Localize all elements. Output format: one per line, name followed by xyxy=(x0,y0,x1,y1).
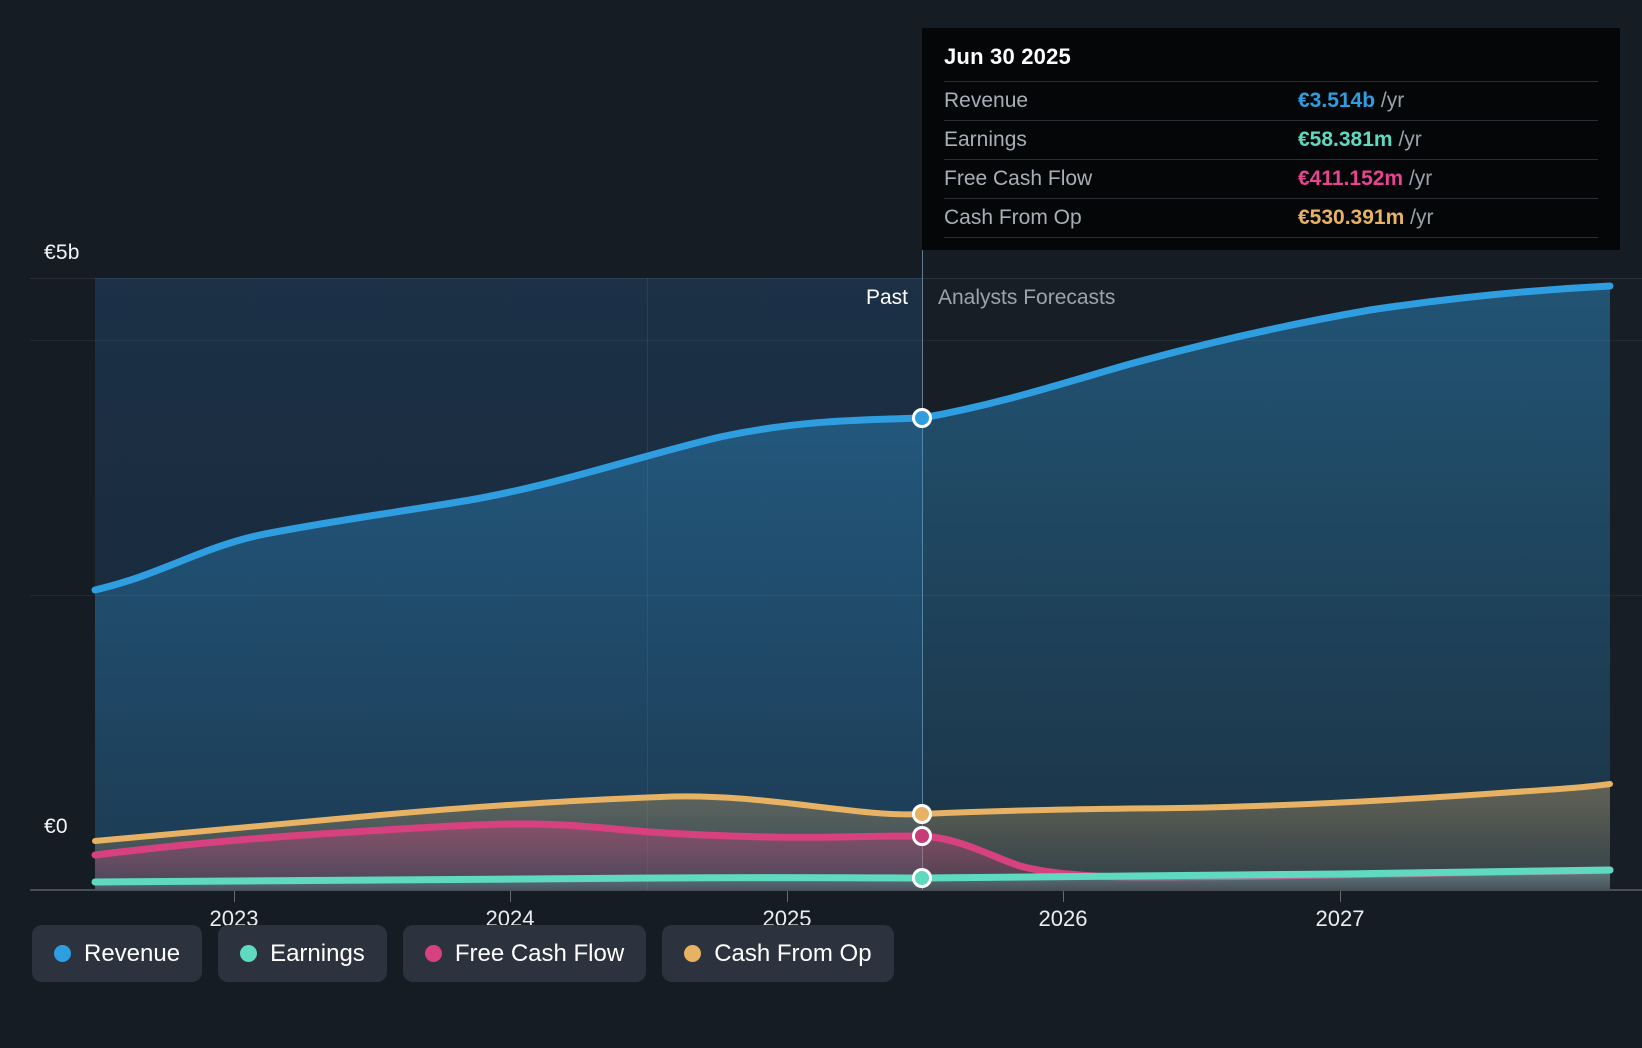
tooltip-unit-free-cash-flow: /yr xyxy=(1408,167,1433,190)
tooltip-amount-earnings: €58.381m xyxy=(1298,128,1393,151)
tooltip-date: Jun 30 2025 xyxy=(944,44,1071,69)
marker-earnings[interactable] xyxy=(912,868,932,888)
marker-free-cash-flow[interactable] xyxy=(912,826,932,846)
tooltip-label-cash-from-op: Cash From Op xyxy=(944,206,1082,229)
chart-legend: Revenue Earnings Free Cash Flow Cash Fro… xyxy=(32,925,894,982)
series-paths xyxy=(91,282,1614,889)
tooltip-label-earnings: Earnings xyxy=(944,128,1027,151)
tooltip-value-cash-from-op: €530.391m /yr xyxy=(1298,206,1598,230)
legend-label-cash-from-op: Cash From Op xyxy=(714,940,872,967)
x-axis-line xyxy=(30,889,1642,891)
gridline-5b xyxy=(30,278,1642,279)
tooltip-bottom-rule xyxy=(944,237,1598,238)
x-tick-2025 xyxy=(787,891,788,902)
tooltip-amount-revenue: €3.514b xyxy=(1298,89,1376,112)
legend-item-free-cash-flow[interactable]: Free Cash Flow xyxy=(402,925,647,982)
cash-from-op-swatch-icon xyxy=(684,945,702,962)
tooltip-unit-revenue: /yr xyxy=(1380,89,1405,112)
revenue-line xyxy=(91,282,1614,594)
x-tick-2024 xyxy=(510,891,511,902)
tooltip-value-free-cash-flow: €411.152m /yr xyxy=(1298,167,1598,191)
revenue-area xyxy=(95,286,1610,889)
legend-label-revenue: Revenue xyxy=(84,940,181,967)
y-axis-label-zero: €0 xyxy=(44,815,68,838)
free-cash-flow-area xyxy=(95,823,1610,889)
past-zone-label: Past xyxy=(865,286,908,309)
tooltip-unit-earnings: /yr xyxy=(1398,128,1422,151)
x-axis-label-2026: 2026 xyxy=(1038,906,1088,931)
y-axis-label-top: €5b xyxy=(44,241,80,264)
tooltip-label-free-cash-flow: Free Cash Flow xyxy=(944,167,1093,190)
tooltip-amount-cash-from-op: €530.391m xyxy=(1298,206,1405,229)
tooltip-row-earnings: Earnings €58.381m /yr xyxy=(944,120,1598,159)
tooltip-label-revenue: Revenue xyxy=(944,89,1029,112)
x-tick-2026 xyxy=(1063,891,1064,902)
x-axis-label-2027: 2027 xyxy=(1315,906,1365,931)
tooltip-value-earnings: €58.381m /yr xyxy=(1298,128,1598,152)
x-tick-2023 xyxy=(234,891,235,902)
legend-label-earnings: Earnings xyxy=(270,940,365,967)
legend-label-free-cash-flow: Free Cash Flow xyxy=(454,940,625,967)
legend-item-cash-from-op[interactable]: Cash From Op xyxy=(662,925,894,982)
gridline-upper xyxy=(30,340,1642,341)
tooltip-value-revenue: €3.514b /yr xyxy=(1298,89,1598,113)
forecast-zone-label: Analysts Forecasts xyxy=(938,286,1116,309)
legend-item-earnings[interactable]: Earnings xyxy=(218,925,387,982)
legend-item-revenue[interactable]: Revenue xyxy=(32,925,203,982)
earnings-swatch-icon xyxy=(240,945,258,962)
free-cash-flow-swatch-icon xyxy=(424,945,442,962)
tooltip-unit-cash-from-op: /yr xyxy=(1410,206,1434,229)
tooltip-row-free-cash-flow: Free Cash Flow €411.152m /yr xyxy=(944,159,1598,198)
x-tick-2027 xyxy=(1340,891,1341,902)
revenue-swatch-icon xyxy=(54,945,71,962)
marker-revenue[interactable] xyxy=(912,408,932,428)
tooltip-amount-free-cash-flow: €411.152m xyxy=(1298,167,1404,190)
cash-from-op-line xyxy=(92,781,1613,844)
marker-cash-from-op[interactable] xyxy=(912,804,932,824)
tooltip-row-revenue: Revenue €3.514b /yr xyxy=(944,81,1598,120)
hover-tooltip: Jun 30 2025 Revenue €3.514b /yr Earnings… xyxy=(922,28,1620,250)
tooltip-row-cash-from-op: Cash From Op €530.391m /yr xyxy=(944,198,1598,237)
